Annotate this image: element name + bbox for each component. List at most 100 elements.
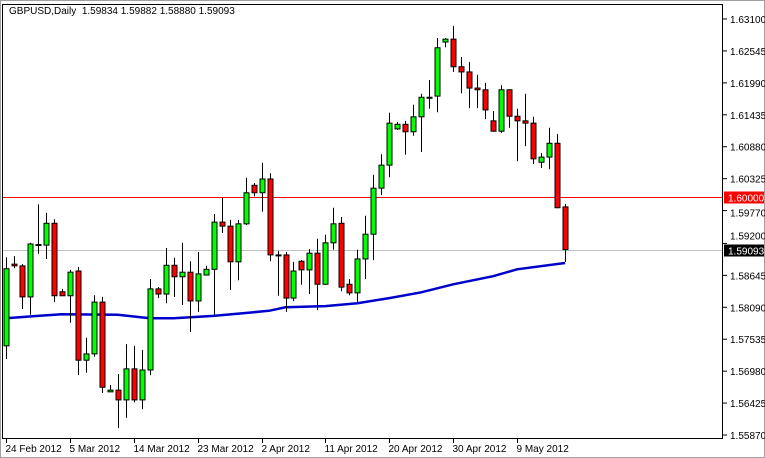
header-high: 1.59882	[120, 6, 157, 17]
candle	[498, 85, 505, 133]
x-tick-label: 20 Apr 2012	[389, 444, 443, 455]
x-tick-label: 2 Apr 2012	[262, 444, 311, 455]
bull-candle-body	[394, 123, 401, 130]
bull-candle-body	[378, 164, 385, 189]
x-tick-label: 30 Apr 2012	[453, 444, 507, 455]
candle	[171, 257, 178, 297]
candle	[378, 154, 385, 196]
candle	[346, 279, 353, 296]
bear-candle-body	[338, 222, 345, 288]
y-tick-label: 1.61990	[730, 79, 765, 90]
bull-candle-body	[123, 368, 130, 401]
candle	[330, 207, 337, 250]
bull-candle-body	[330, 223, 337, 244]
bear-candle-body	[426, 96, 433, 99]
bull-candle-body	[290, 270, 297, 299]
candle	[11, 256, 18, 269]
candle	[251, 182, 258, 197]
bear-candle-body	[474, 87, 481, 91]
y-tick-label: 1.58090	[730, 303, 765, 314]
level-price-label: 1.60000	[728, 194, 765, 205]
candle	[546, 127, 553, 170]
bear-candle-body	[466, 71, 473, 89]
bull-candle-body	[259, 178, 266, 194]
bear-candle-body	[490, 120, 497, 132]
candle	[139, 349, 146, 410]
bull-candle-body	[370, 187, 377, 235]
x-tick-label: 11 Apr 2012	[325, 444, 379, 455]
bear-candle-body	[155, 288, 162, 295]
candle	[426, 79, 433, 109]
bull-candle-body	[211, 221, 218, 270]
bull-candle-body	[3, 268, 10, 347]
candle	[243, 177, 250, 225]
candle	[554, 134, 561, 209]
candle	[195, 252, 202, 312]
bear-candle-body	[450, 38, 457, 68]
bull-candle-body	[546, 142, 553, 158]
bid-price-label: 1.59093	[728, 247, 765, 258]
bull-candle-body	[434, 47, 441, 97]
bull-candle-body	[83, 353, 90, 361]
bull-candle-body	[91, 301, 98, 355]
bull-candle-body	[386, 122, 393, 166]
candle	[51, 219, 58, 303]
bull-candle-body	[139, 369, 146, 401]
candle	[35, 204, 42, 254]
candle	[434, 37, 441, 113]
candle	[91, 295, 98, 357]
y-tick-label: 1.59770	[730, 209, 765, 220]
bull-candle-body	[107, 389, 114, 393]
bear-candle-body	[187, 271, 194, 302]
candle	[123, 344, 130, 418]
bear-candle-body	[554, 142, 561, 209]
candle	[450, 25, 457, 72]
bull-candle-body	[410, 116, 417, 133]
candle	[306, 249, 313, 295]
candle	[506, 89, 513, 128]
y-tick-label: 1.62545	[730, 47, 765, 58]
bear-candle-body	[51, 222, 58, 297]
candle	[235, 219, 242, 281]
candle	[394, 121, 401, 131]
candle	[538, 153, 545, 169]
bull-candle-body	[498, 89, 505, 132]
candle	[131, 345, 138, 403]
candle	[354, 249, 361, 304]
candle	[163, 248, 170, 304]
bear-candle-body	[219, 221, 226, 227]
candle	[338, 216, 345, 292]
candle	[482, 82, 489, 120]
bear-candle-body	[458, 66, 465, 73]
bear-candle-body	[314, 252, 321, 285]
bear-candle-body	[11, 263, 18, 267]
bear-candle-body	[251, 184, 258, 194]
bear-candle-body	[275, 254, 282, 257]
candle	[290, 261, 297, 301]
bull-candle-body	[306, 252, 313, 271]
bull-candle-body	[538, 156, 545, 163]
y-tick-label: 1.58645	[730, 271, 765, 282]
bear-candle-body	[530, 122, 537, 160]
bull-candle-body	[235, 223, 242, 263]
candle	[67, 269, 74, 323]
x-tick-label: 24 Feb 2012	[6, 444, 63, 455]
candle	[187, 261, 194, 333]
bear-candle-body	[227, 225, 234, 263]
bull-candle-body	[67, 271, 74, 297]
candle	[27, 242, 34, 315]
x-tick-label: 14 Mar 2012	[134, 444, 191, 455]
bear-candle-body	[522, 120, 529, 124]
candle	[442, 37, 449, 48]
candle	[562, 204, 569, 262]
candle	[259, 162, 266, 212]
candle	[490, 111, 497, 132]
moving-average-line	[5, 261, 566, 320]
candle	[43, 212, 50, 259]
bull-candle-body	[243, 192, 250, 225]
bull-candle-body	[179, 271, 186, 278]
bull-candle-body	[442, 38, 449, 43]
